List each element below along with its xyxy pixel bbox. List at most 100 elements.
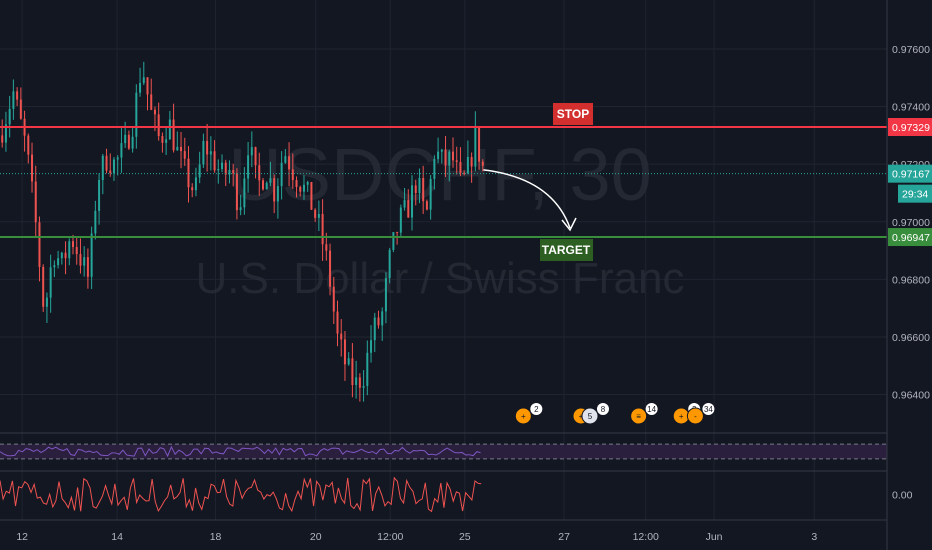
event-count-bubble bbox=[645, 403, 658, 415]
candle-body bbox=[254, 147, 257, 166]
price-tick-label: 0.97000 bbox=[892, 217, 930, 229]
candle-body bbox=[247, 155, 250, 179]
candle-body bbox=[478, 127, 481, 162]
candle-body bbox=[49, 267, 52, 298]
candle-body bbox=[146, 77, 149, 95]
candle-body bbox=[455, 160, 458, 162]
event-badge-text: ≡ bbox=[636, 412, 641, 421]
candle-body bbox=[221, 162, 224, 170]
candle-body bbox=[418, 177, 421, 194]
candle-body bbox=[239, 207, 242, 211]
candle-body bbox=[98, 180, 101, 211]
candle-body bbox=[396, 232, 399, 234]
candle-body bbox=[336, 311, 339, 334]
price-tick-label: 0.96400 bbox=[892, 390, 930, 402]
candle-body bbox=[60, 252, 63, 259]
event-count: 2 bbox=[534, 405, 539, 414]
candle-body bbox=[42, 266, 45, 307]
candle-body bbox=[232, 170, 235, 174]
price-axis[interactable]: 0.976000.974000.972000.970000.968000.966… bbox=[886, 0, 932, 550]
event-icon bbox=[630, 407, 648, 425]
candle-body bbox=[288, 156, 291, 170]
price-tag-label: 0.96947 bbox=[892, 232, 930, 244]
candle-body bbox=[258, 165, 261, 181]
candle-body bbox=[235, 173, 238, 211]
rsi-line bbox=[0, 445, 481, 458]
event-marker[interactable]: +2 bbox=[514, 403, 543, 425]
candle-body bbox=[351, 358, 354, 386]
candle-body bbox=[72, 241, 75, 248]
event-icon bbox=[581, 407, 599, 425]
candle-body bbox=[228, 170, 231, 175]
candle-body bbox=[94, 210, 97, 234]
candle-body bbox=[366, 352, 369, 386]
candle-body bbox=[16, 91, 19, 100]
candle-body bbox=[112, 159, 115, 174]
oscillator-line bbox=[0, 476, 482, 513]
candle-body bbox=[355, 377, 358, 386]
candle-body bbox=[139, 83, 142, 93]
candle-body bbox=[466, 156, 469, 174]
candle-body bbox=[109, 170, 112, 174]
event-marker[interactable]: -34 bbox=[686, 403, 715, 425]
candle-body bbox=[459, 161, 462, 173]
candle-body bbox=[329, 250, 332, 287]
price-tag-last bbox=[888, 164, 932, 183]
candle-body bbox=[381, 311, 384, 326]
candle-body bbox=[463, 172, 466, 174]
candle-body bbox=[340, 333, 343, 340]
candle-body bbox=[68, 241, 71, 259]
price-tag-stop bbox=[888, 118, 932, 137]
candle-body bbox=[157, 114, 160, 137]
time-tick-label: 18 bbox=[210, 531, 222, 543]
event-icon bbox=[686, 407, 704, 425]
candle-body bbox=[83, 257, 86, 266]
candle-body bbox=[451, 151, 454, 161]
candle-body bbox=[422, 177, 425, 202]
candle-body bbox=[191, 187, 194, 191]
candle-body bbox=[161, 136, 164, 143]
event-count-bubble bbox=[596, 403, 609, 415]
candle-body bbox=[176, 146, 179, 151]
event-marker[interactable]: +58 bbox=[572, 403, 609, 425]
event-marker[interactable]: ≡ 14 bbox=[630, 403, 658, 425]
candle-body bbox=[79, 254, 82, 266]
trade-annotations: STOP TARGET bbox=[483, 103, 593, 262]
candle-body bbox=[127, 134, 130, 149]
event-badge-text: + bbox=[679, 412, 684, 421]
target-label-box bbox=[540, 239, 593, 262]
candle-body bbox=[213, 151, 216, 171]
candle-body bbox=[425, 201, 428, 210]
candle-body bbox=[206, 140, 209, 155]
candle-body bbox=[4, 124, 7, 143]
candle-body bbox=[433, 159, 436, 179]
candle-body bbox=[414, 185, 417, 194]
time-tick-label: 12:00 bbox=[377, 531, 403, 543]
candle-body bbox=[224, 162, 227, 175]
candle-body bbox=[243, 178, 246, 208]
event-icon bbox=[514, 407, 532, 425]
economic-events[interactable]: +2 +58 ≡14 +2 -34 bbox=[514, 403, 715, 425]
candle-body bbox=[45, 297, 48, 307]
candle-body bbox=[150, 94, 153, 110]
candle-body bbox=[384, 278, 387, 312]
candle-body bbox=[120, 143, 123, 158]
candle-body bbox=[314, 209, 317, 218]
time-axis[interactable]: 12 14 18 20 12:00 25 27 12:00 Jun 3 bbox=[16, 531, 817, 543]
candle-body bbox=[90, 233, 93, 277]
horizontal-levels[interactable] bbox=[0, 126, 887, 239]
candle-body bbox=[347, 358, 350, 365]
time-tick-label: 12:00 bbox=[633, 531, 659, 543]
candle-body bbox=[250, 147, 253, 156]
candle-body bbox=[291, 169, 294, 181]
candle-body bbox=[388, 249, 391, 279]
rsi-band bbox=[0, 444, 887, 459]
watermark-symbol: USDCHF, 30 bbox=[228, 133, 652, 216]
candle-body bbox=[217, 169, 220, 171]
candle-body bbox=[261, 180, 264, 190]
candle-body bbox=[86, 257, 89, 277]
event-count: 34 bbox=[704, 405, 713, 414]
candle-body bbox=[183, 151, 186, 159]
time-tick-label: 3 bbox=[811, 531, 817, 543]
event-badge-text: + bbox=[521, 412, 526, 421]
